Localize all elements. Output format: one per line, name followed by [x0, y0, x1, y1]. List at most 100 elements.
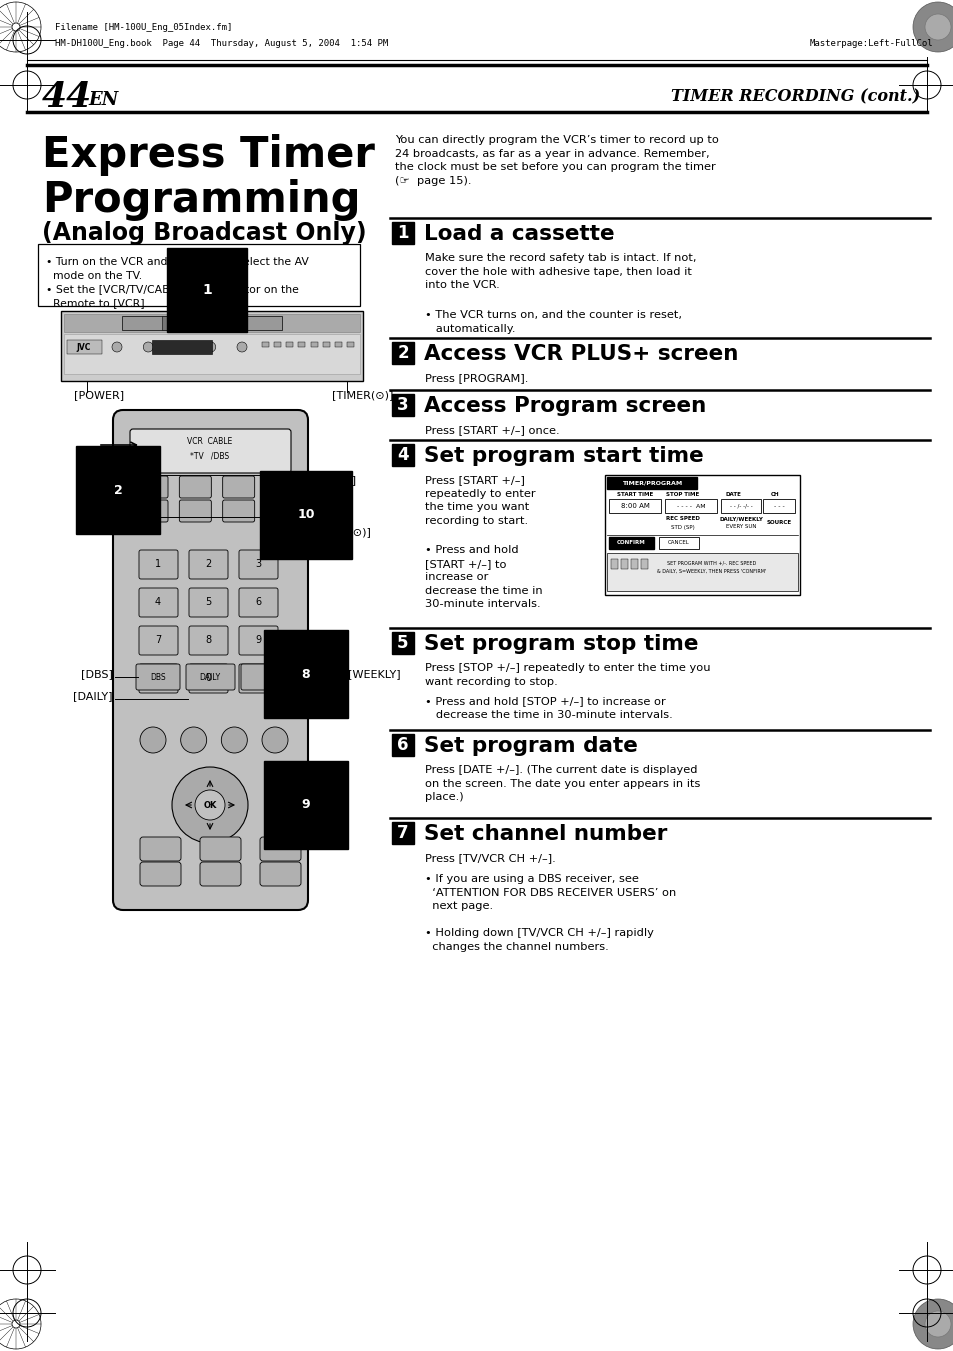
Text: [DAILY]: [DAILY] [73, 690, 112, 701]
FancyBboxPatch shape [222, 500, 254, 521]
Text: 7: 7 [396, 824, 409, 842]
Text: & DAILY, S=WEEKLY, THEN PRESS 'CONFIRM': & DAILY, S=WEEKLY, THEN PRESS 'CONFIRM' [657, 569, 766, 574]
Text: [TIMER(⊙)]: [TIMER(⊙)] [332, 390, 393, 400]
Bar [610, 559, 618, 569]
Bar [122, 316, 282, 330]
Bar [286, 342, 293, 347]
FancyBboxPatch shape [136, 476, 168, 499]
Bar [67, 340, 102, 354]
Text: 4: 4 [396, 446, 409, 463]
Text: 3 - 7: 3 - 7 [104, 509, 132, 520]
Bar [135, 476, 288, 517]
FancyBboxPatch shape [139, 550, 178, 580]
FancyBboxPatch shape [186, 663, 234, 690]
Text: - - - -  AM: - - - - AM [676, 504, 704, 508]
Circle shape [140, 727, 166, 753]
FancyBboxPatch shape [266, 476, 297, 499]
Text: 8: 8 [301, 667, 310, 681]
Text: Load a cassette: Load a cassette [423, 224, 614, 245]
Text: EN: EN [88, 91, 118, 109]
Text: DBS: DBS [150, 673, 166, 681]
Circle shape [912, 1, 953, 51]
Text: 1: 1 [154, 559, 161, 569]
FancyBboxPatch shape [112, 409, 308, 911]
Circle shape [262, 727, 288, 753]
FancyBboxPatch shape [179, 476, 212, 499]
Text: 6: 6 [254, 597, 261, 607]
Text: [TIMER (⊙)]: [TIMER (⊙)] [306, 527, 371, 536]
Text: 1: 1 [202, 282, 212, 297]
Text: 9: 9 [254, 635, 261, 644]
Text: Access VCR PLUS+ screen: Access VCR PLUS+ screen [423, 345, 738, 363]
FancyBboxPatch shape [189, 588, 228, 617]
Bar [262, 342, 269, 347]
FancyBboxPatch shape [136, 500, 168, 521]
Text: [POWER]: [POWER] [306, 476, 355, 485]
Text: 3: 3 [254, 559, 261, 569]
Text: 2: 2 [205, 559, 211, 569]
Text: 0: 0 [205, 673, 211, 684]
Text: TIMER RECORDING (cont.): TIMER RECORDING (cont.) [670, 89, 919, 105]
Bar [64, 334, 359, 374]
Bar [152, 340, 212, 354]
Bar [606, 553, 797, 590]
Text: DATE: DATE [724, 493, 740, 497]
Text: 8: 8 [205, 635, 211, 644]
Text: EVERY SUN: EVERY SUN [725, 524, 756, 530]
FancyBboxPatch shape [260, 838, 301, 861]
Circle shape [206, 342, 215, 353]
Bar [620, 559, 627, 569]
FancyBboxPatch shape [260, 862, 301, 886]
Text: 1: 1 [396, 224, 408, 242]
Circle shape [180, 727, 207, 753]
Text: Programming: Programming [42, 178, 360, 222]
Text: • If you are using a DBS receiver, see
  ‘ATTENTION FOR DBS RECEIVER USERS’ on
 : • If you are using a DBS receiver, see ‘… [424, 874, 676, 911]
Circle shape [174, 342, 184, 353]
Text: OK: OK [203, 801, 216, 809]
Text: Press [START +/–] once.: Press [START +/–] once. [424, 426, 559, 435]
Bar [392, 394, 414, 416]
Circle shape [924, 14, 950, 41]
FancyBboxPatch shape [130, 430, 291, 473]
FancyBboxPatch shape [189, 550, 228, 580]
Text: Set program stop time: Set program stop time [423, 634, 698, 654]
Text: 7: 7 [154, 635, 161, 644]
FancyBboxPatch shape [222, 476, 254, 499]
Text: Press [PROGRAM].: Press [PROGRAM]. [424, 373, 528, 382]
Circle shape [143, 342, 153, 353]
FancyBboxPatch shape [179, 500, 212, 521]
Text: TIMER/PROGRAM: TIMER/PROGRAM [621, 481, 681, 485]
Bar [298, 342, 305, 347]
Bar [392, 222, 414, 245]
Bar [608, 499, 660, 513]
Text: 44: 44 [42, 80, 92, 113]
Text: STD (SP): STD (SP) [670, 524, 694, 530]
Text: CH: CH [770, 493, 779, 497]
Text: 2: 2 [396, 345, 409, 362]
Text: Set program start time: Set program start time [423, 446, 703, 466]
Bar [64, 313, 359, 332]
FancyBboxPatch shape [200, 862, 241, 886]
FancyBboxPatch shape [239, 663, 277, 693]
Text: [DBS]: [DBS] [81, 669, 112, 680]
FancyBboxPatch shape [136, 663, 180, 690]
Bar [335, 342, 341, 347]
Circle shape [194, 790, 225, 820]
Text: (Analog Broadcast Only): (Analog Broadcast Only) [42, 222, 366, 245]
Circle shape [221, 727, 247, 753]
Circle shape [172, 767, 248, 843]
Text: VCR  CABLE: VCR CABLE [187, 438, 233, 446]
Text: - - /- -/- -: - - /- -/- - [729, 504, 752, 508]
Bar [347, 342, 354, 347]
Text: 10: 10 [297, 508, 314, 521]
Text: Access Program screen: Access Program screen [423, 396, 705, 416]
Text: Set program date: Set program date [423, 736, 638, 757]
Text: START TIME: START TIME [617, 493, 653, 497]
Text: *TV   /DBS: *TV /DBS [191, 451, 230, 461]
FancyBboxPatch shape [200, 838, 241, 861]
Text: Press [STOP +/–] repeatedly to enter the time you
want recording to stop.: Press [STOP +/–] repeatedly to enter the… [424, 663, 710, 686]
Bar [762, 499, 794, 513]
Bar [720, 499, 760, 513]
Bar [274, 342, 281, 347]
Bar [392, 632, 414, 654]
